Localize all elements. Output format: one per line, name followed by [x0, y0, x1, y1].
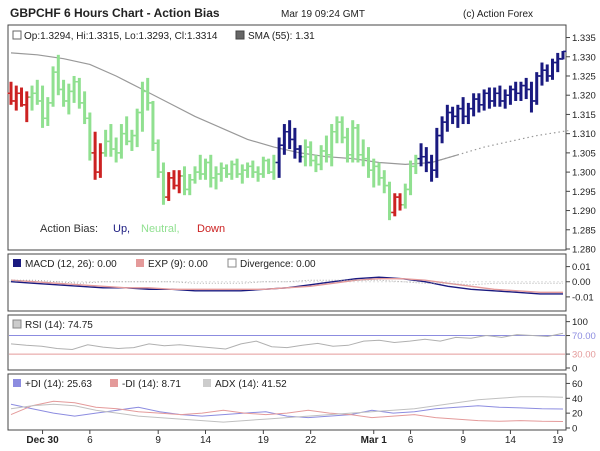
series-line-1 — [10, 278, 563, 293]
ohlc-readout: Op:1.3294, Hi:1.3315, Lo:1.3293, Cl:1.33… — [24, 31, 218, 42]
macd-legend: MACD (12, 26): 0.00 — [25, 259, 117, 270]
series-line-2 — [11, 279, 563, 286]
price-y-ticks: 1.335 1.330 1.325 1.320 1.315 1.310 1.305 1.300… — [566, 33, 596, 256]
y-tick-label: 100 — [572, 317, 588, 328]
y-tick-label: 70.00 — [572, 331, 596, 342]
chart-title: GBPCHF 6 Hours Chart - Action Bias — [10, 6, 220, 20]
price-tick-label: 1.305 — [572, 148, 596, 159]
x-tick-label: 19 — [258, 435, 270, 446]
rsi-layer: 100 70.00 30.00 0 — [9, 317, 596, 375]
sma-legend-box — [235, 30, 245, 40]
minus-di-legend: -DI (14): 8.71 — [122, 379, 181, 390]
price-bars-layer — [7, 50, 567, 221]
x-tick-label: 22 — [305, 435, 317, 446]
x-ticks: Dec 30 6 9 14 19 22 Mar 1 6 9 14 19 — [26, 430, 564, 446]
price-tick-label: 1.315 — [572, 110, 596, 121]
x-tick-label: 14 — [200, 435, 212, 446]
macd-panel — [7, 253, 567, 312]
price-panel — [7, 24, 567, 251]
sma-line — [10, 52, 459, 166]
price-tick-label: 1.310 — [572, 129, 596, 140]
x-tick-label: Mar 1 — [361, 435, 388, 446]
rsi-legend: RSI (14): 74.75 — [25, 320, 93, 331]
rsi-legend-box — [12, 319, 22, 329]
x-tick-label: 14 — [505, 435, 517, 446]
adx-legend-box — [203, 379, 211, 387]
y-tick-label: 0 — [572, 424, 577, 435]
y-tick-label: 20 — [572, 409, 583, 420]
price-tick-label: 1.295 — [572, 187, 596, 198]
bias-neutral-label: Neutral, — [141, 223, 180, 235]
sma-readout: SMA (55): 1.31 — [248, 31, 315, 42]
x-tick-label: 6 — [408, 435, 414, 446]
y-tick-label: -0.01 — [572, 292, 594, 303]
minus-di-legend-box — [110, 379, 118, 387]
exp-legend: EXP (9): 0.00 — [148, 259, 208, 270]
plus-di-legend: +DI (14): 25.63 — [25, 379, 92, 390]
plus-di-legend-box — [13, 379, 21, 387]
series-line-0 — [10, 403, 564, 419]
x-tick-label: 9 — [460, 435, 466, 446]
y-tick-label: 30.00 — [572, 350, 596, 361]
x-tick-label: Dec 30 — [26, 435, 59, 446]
timestamp: Mar 19 09:24 GMT — [281, 9, 365, 20]
exp-legend-box — [136, 259, 144, 267]
divergence-legend-box — [227, 258, 237, 268]
series-line-1 — [10, 400, 564, 422]
sma-line-dotted — [431, 130, 569, 164]
price-tick-label: 1.300 — [572, 168, 596, 179]
price-tick-label: 1.330 — [572, 52, 596, 63]
price-bar — [559, 50, 567, 60]
y-tick-label: 0.00 — [572, 277, 591, 288]
y-tick-label: 0 — [572, 364, 577, 375]
rsi-panel — [7, 314, 567, 371]
price-tick-label: 1.290 — [572, 206, 596, 217]
bias-down-label: Down — [197, 223, 225, 235]
y-tick-label: 0.01 — [572, 262, 591, 273]
adx-layer: 60 40 20 0 — [10, 379, 583, 435]
macd-legend-box — [13, 259, 21, 267]
x-tick-label: 9 — [155, 435, 161, 446]
y-tick-label: 40 — [572, 394, 583, 405]
macd-layer: 0.01 0.00 -0.01 — [9, 262, 594, 303]
y-tick-label: 60 — [572, 379, 583, 390]
bias-up-label: Up, — [113, 223, 130, 235]
price-tick-label: 1.280 — [572, 245, 596, 256]
ohlc-legend-box — [12, 30, 22, 40]
series-line-2 — [10, 396, 564, 423]
sma-line-layer — [10, 52, 569, 166]
divergence-legend: Divergence: 0.00 — [240, 259, 316, 270]
bias-label: Action Bias: — [40, 223, 98, 235]
price-tick-label: 1.320 — [572, 91, 596, 102]
series-line-0 — [10, 332, 564, 351]
adx-legend: ADX (14): 41.52 — [215, 379, 287, 390]
x-tick-label: 6 — [87, 435, 93, 446]
x-tick-label: 19 — [552, 435, 564, 446]
price-tick-label: 1.335 — [572, 33, 596, 44]
copyright: (c) Action Forex — [463, 9, 533, 20]
price-tick-label: 1.285 — [572, 225, 596, 236]
price-tick-label: 1.325 — [572, 71, 596, 82]
